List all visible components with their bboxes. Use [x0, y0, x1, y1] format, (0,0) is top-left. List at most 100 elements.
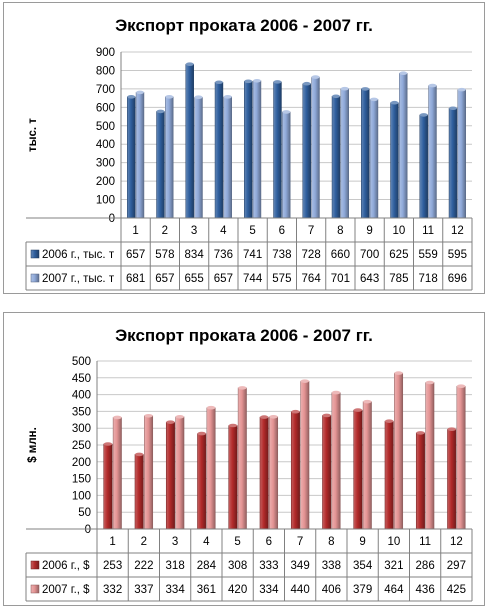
table-cell-value: 764 — [302, 273, 322, 285]
chart-volume: Экспорт проката 2006 - 2007 гг. тыс. т 0 10… — [25, 16, 473, 291]
bar-top-cap — [291, 409, 300, 414]
table-cell-value: 361 — [197, 584, 216, 596]
x-tick-label: 1 — [109, 536, 115, 548]
x-tick-label: 6 — [279, 225, 285, 237]
bar-top-cap — [370, 97, 378, 102]
x-tick-label: 8 — [328, 536, 334, 548]
y-tick-label: 350 — [72, 406, 91, 418]
y-tick-label: 450 — [72, 373, 91, 385]
bar-series-2007 — [112, 417, 122, 530]
bar-top-cap — [165, 95, 174, 99]
bar-top-cap — [384, 419, 394, 423]
table-cell-value: 728 — [302, 249, 321, 261]
bar-series-2006 — [228, 425, 238, 530]
table-cell-value: 578 — [155, 249, 174, 261]
bar-top-cap — [447, 427, 456, 432]
y-tick-label: 50 — [78, 507, 91, 519]
bar-top-cap — [134, 452, 144, 457]
x-tick-label: 11 — [422, 225, 434, 237]
bar-series-2006 — [448, 108, 458, 219]
table-cell-value: 696 — [448, 273, 467, 285]
table-cell-value: 337 — [134, 584, 153, 596]
y-tick-label: 250 — [72, 440, 91, 452]
table-cell-value: 464 — [384, 584, 404, 596]
bar-series-2007 — [369, 99, 379, 219]
table-cell-value: 736 — [214, 249, 233, 261]
table-cell-value: 436 — [416, 584, 435, 596]
bar-series-2006 — [156, 111, 165, 219]
bar-top-cap — [340, 86, 349, 91]
bar-series-2007 — [428, 85, 437, 219]
table-cell-value: 625 — [389, 249, 408, 261]
bar-top-cap — [428, 83, 437, 88]
legend-swatch — [30, 560, 40, 570]
bar-top-cap — [206, 405, 216, 410]
chart-panel-volume: Экспорт проката 2006 - 2007 гг. тыс. т 0 10… — [3, 2, 485, 294]
bar-top-cap — [238, 386, 247, 390]
bar-top-cap — [136, 90, 144, 95]
x-tick-label: 8 — [337, 225, 343, 237]
bar-top-cap — [127, 95, 136, 99]
y-tick-label: 200 — [72, 457, 91, 469]
bar-series-2006 — [447, 428, 457, 530]
y-tick-label: 400 — [96, 139, 115, 151]
bar-series-2007 — [457, 89, 466, 219]
x-tick-label: 7 — [297, 536, 303, 548]
bar-top-cap — [282, 110, 291, 114]
bar-top-cap — [269, 414, 278, 419]
y-tick-label: 800 — [96, 65, 115, 77]
x-tick-label: 4 — [220, 225, 227, 237]
table-cell-value: 559 — [419, 249, 438, 261]
bar-top-cap — [113, 415, 122, 420]
table-cell-value: 284 — [197, 560, 217, 572]
y-tick-label: 0 — [85, 524, 91, 536]
bar-series-2007 — [252, 80, 262, 219]
x-tick-label: 6 — [266, 536, 272, 548]
legend-label: 2007 г., $ — [42, 584, 90, 596]
bar-top-cap — [449, 106, 457, 111]
bar-series-2007 — [331, 392, 341, 530]
table-cell-value: 334 — [166, 584, 186, 596]
table-cell-value: 657 — [126, 249, 145, 261]
bar-series-2007 — [237, 387, 247, 530]
bar-top-cap — [273, 80, 282, 84]
x-tick-label: 9 — [359, 536, 365, 548]
y-tick-label: 500 — [72, 356, 91, 368]
bar-top-cap — [425, 380, 435, 385]
bar-series-2006 — [165, 421, 175, 530]
table-cell-value: 738 — [272, 249, 291, 261]
y-tick-label: 400 — [72, 390, 91, 402]
legend-swatch — [30, 584, 40, 594]
bar-series-2007 — [135, 92, 145, 219]
x-tick-label: 7 — [308, 225, 314, 237]
y-tick-label: 700 — [96, 84, 115, 96]
bar-top-cap — [361, 87, 370, 91]
legend-label: 2007 г., тыс. т — [42, 273, 115, 285]
bar-top-cap — [457, 87, 466, 92]
x-tick-label: 11 — [419, 536, 431, 548]
y-tick-label: 200 — [96, 176, 115, 188]
bar-top-cap — [363, 399, 372, 404]
bar-top-cap — [156, 109, 165, 114]
bar-top-cap — [331, 390, 341, 395]
bar-top-cap — [223, 95, 232, 99]
x-tick-label: 5 — [234, 536, 240, 548]
legend-label: 2006 г., тыс. т — [42, 249, 115, 261]
bar-top-cap — [302, 81, 311, 86]
bar-top-cap — [322, 413, 331, 418]
bar-top-cap — [311, 75, 320, 79]
bar-series-2007 — [206, 407, 216, 530]
bar-series-2007 — [223, 96, 232, 219]
bar-top-cap — [144, 413, 153, 418]
bar-top-cap — [185, 62, 194, 66]
bar-top-cap — [419, 113, 428, 117]
bar-top-cap — [332, 94, 340, 99]
table-cell-value: 332 — [103, 584, 122, 596]
table-cell-value: 286 — [416, 560, 435, 572]
bar-top-cap — [259, 415, 269, 419]
table-cell-value: 222 — [134, 560, 153, 572]
bar-series-2007 — [282, 111, 291, 219]
bar-series-2007 — [194, 96, 203, 219]
chart-panel-value: Экспорт проката 2006 - 2007 гг. $ млн. 0 50… — [3, 312, 485, 606]
x-tick-label: 12 — [450, 536, 463, 548]
